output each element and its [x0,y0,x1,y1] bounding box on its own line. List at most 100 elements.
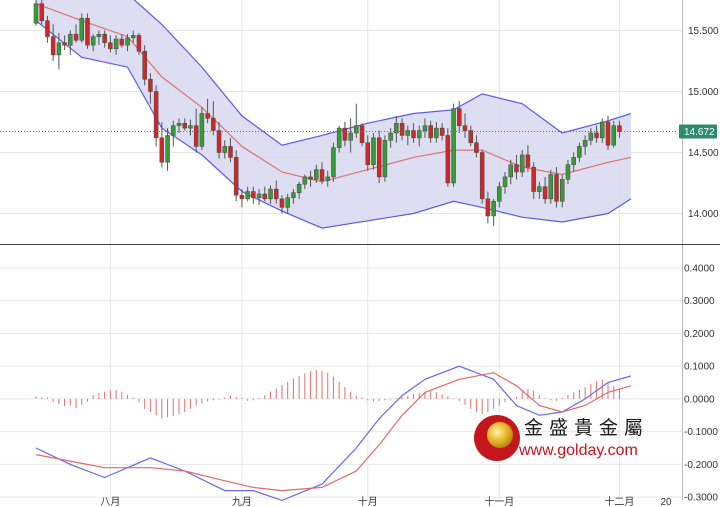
candle-45 [291,189,296,204]
price-tick-label: 15.000 [688,87,719,98]
candle-87 [531,162,536,199]
x-axis: 八月 九月 十月 十一月 十二月 20 [100,495,672,507]
candle-body [171,125,176,136]
candle-41 [268,185,273,204]
candle-body [182,122,187,129]
candle-body [45,20,50,37]
candle-30 [205,98,210,124]
last-price-label: 14.672 [684,127,715,138]
candle-body [130,35,136,39]
candle-49 [314,164,319,183]
candle-97 [588,128,594,146]
candle-75 [462,113,468,138]
candle-31 [211,101,216,136]
price-tick-label: 15.500 [688,26,719,37]
macd-y-axis: 0.4000 0.3000 0.2000 0.1000 0.0000 -0.1000 -0.… [684,263,718,503]
price-panel: 14.672 15.500 15.000 14.500 14.000 [0,0,719,229]
candle-20 [148,73,153,104]
candle-15 [119,34,125,48]
candle-8 [79,13,85,43]
candle-34 [228,137,233,163]
candle-58 [365,135,371,171]
candle-body [611,125,616,146]
candle-23 [165,128,170,171]
candle-body [485,198,491,217]
candle-body [537,186,542,192]
candle-body [617,125,622,133]
candle-89 [542,176,548,204]
candle-57 [359,123,365,147]
candle-body [559,179,565,202]
candle-101 [611,120,616,148]
x-tick-label: 十月 [358,495,378,507]
candle-56 [354,103,359,138]
candle-body [79,18,85,41]
candle-body [548,174,554,200]
candle-2 [45,15,50,43]
band-fill [36,0,631,229]
macd-tick-label: 0.4000 [684,263,715,274]
candle-11 [96,30,102,46]
last-price-tag [679,124,717,139]
candle-body [108,42,113,50]
candle-59 [371,132,376,170]
candle-13 [108,35,113,53]
candle-36 [239,189,245,208]
candle-body [416,130,422,139]
candle-body [474,142,479,153]
candle-body [285,197,290,208]
candle-body [331,147,336,178]
candle-body [605,121,611,146]
macd-histogram [35,370,620,419]
candle-body [336,127,342,148]
candle-27 [188,119,193,136]
golday-coin-icon [487,422,513,448]
macd-panel: 0.4000 0.3000 0.2000 0.1000 0.0000 -0.1000 -0.… [35,263,718,504]
candle-98 [594,125,599,143]
candle-body [388,132,393,141]
candle-body [216,130,222,153]
candle-body [565,164,571,180]
candle-50 [319,162,325,185]
golday-url: www.golday.com [518,442,638,459]
candle-body [462,125,468,131]
candle-46 [296,181,302,199]
candle-10 [90,34,96,52]
candle-body [159,137,165,163]
candle-91 [554,167,559,208]
candle-body [571,157,576,165]
candle-17 [130,30,136,43]
candle-body [291,192,296,198]
candle-102 [617,120,622,138]
candle-body [531,166,536,192]
candle-body [434,127,439,139]
candle-100 [605,115,611,151]
candle-body [251,191,256,198]
candle-body [228,146,233,158]
candle-52 [331,142,336,182]
candle-body [85,18,90,46]
candle-body [365,142,371,165]
candle-body [68,33,73,46]
candle-79 [485,191,491,224]
candle-54 [342,122,348,147]
price-y-axis: 15.500 15.000 14.500 14.000 [688,26,719,220]
candle-93 [565,159,571,185]
candle-body [233,157,239,196]
candle-76 [468,125,473,147]
candle-21 [153,85,159,147]
macd-line [35,365,632,502]
candle-body [405,130,411,136]
candle-61 [382,135,388,182]
candle-51 [325,170,330,187]
candle-body [588,132,594,141]
macd-lines [35,365,632,502]
candle-16 [125,34,130,52]
candle-body [451,108,456,184]
candle-40 [262,186,268,202]
candle-body [62,42,67,46]
signal-line [35,372,632,492]
candle-body [497,186,502,202]
candle-26 [182,118,187,131]
candle-body [582,140,588,147]
